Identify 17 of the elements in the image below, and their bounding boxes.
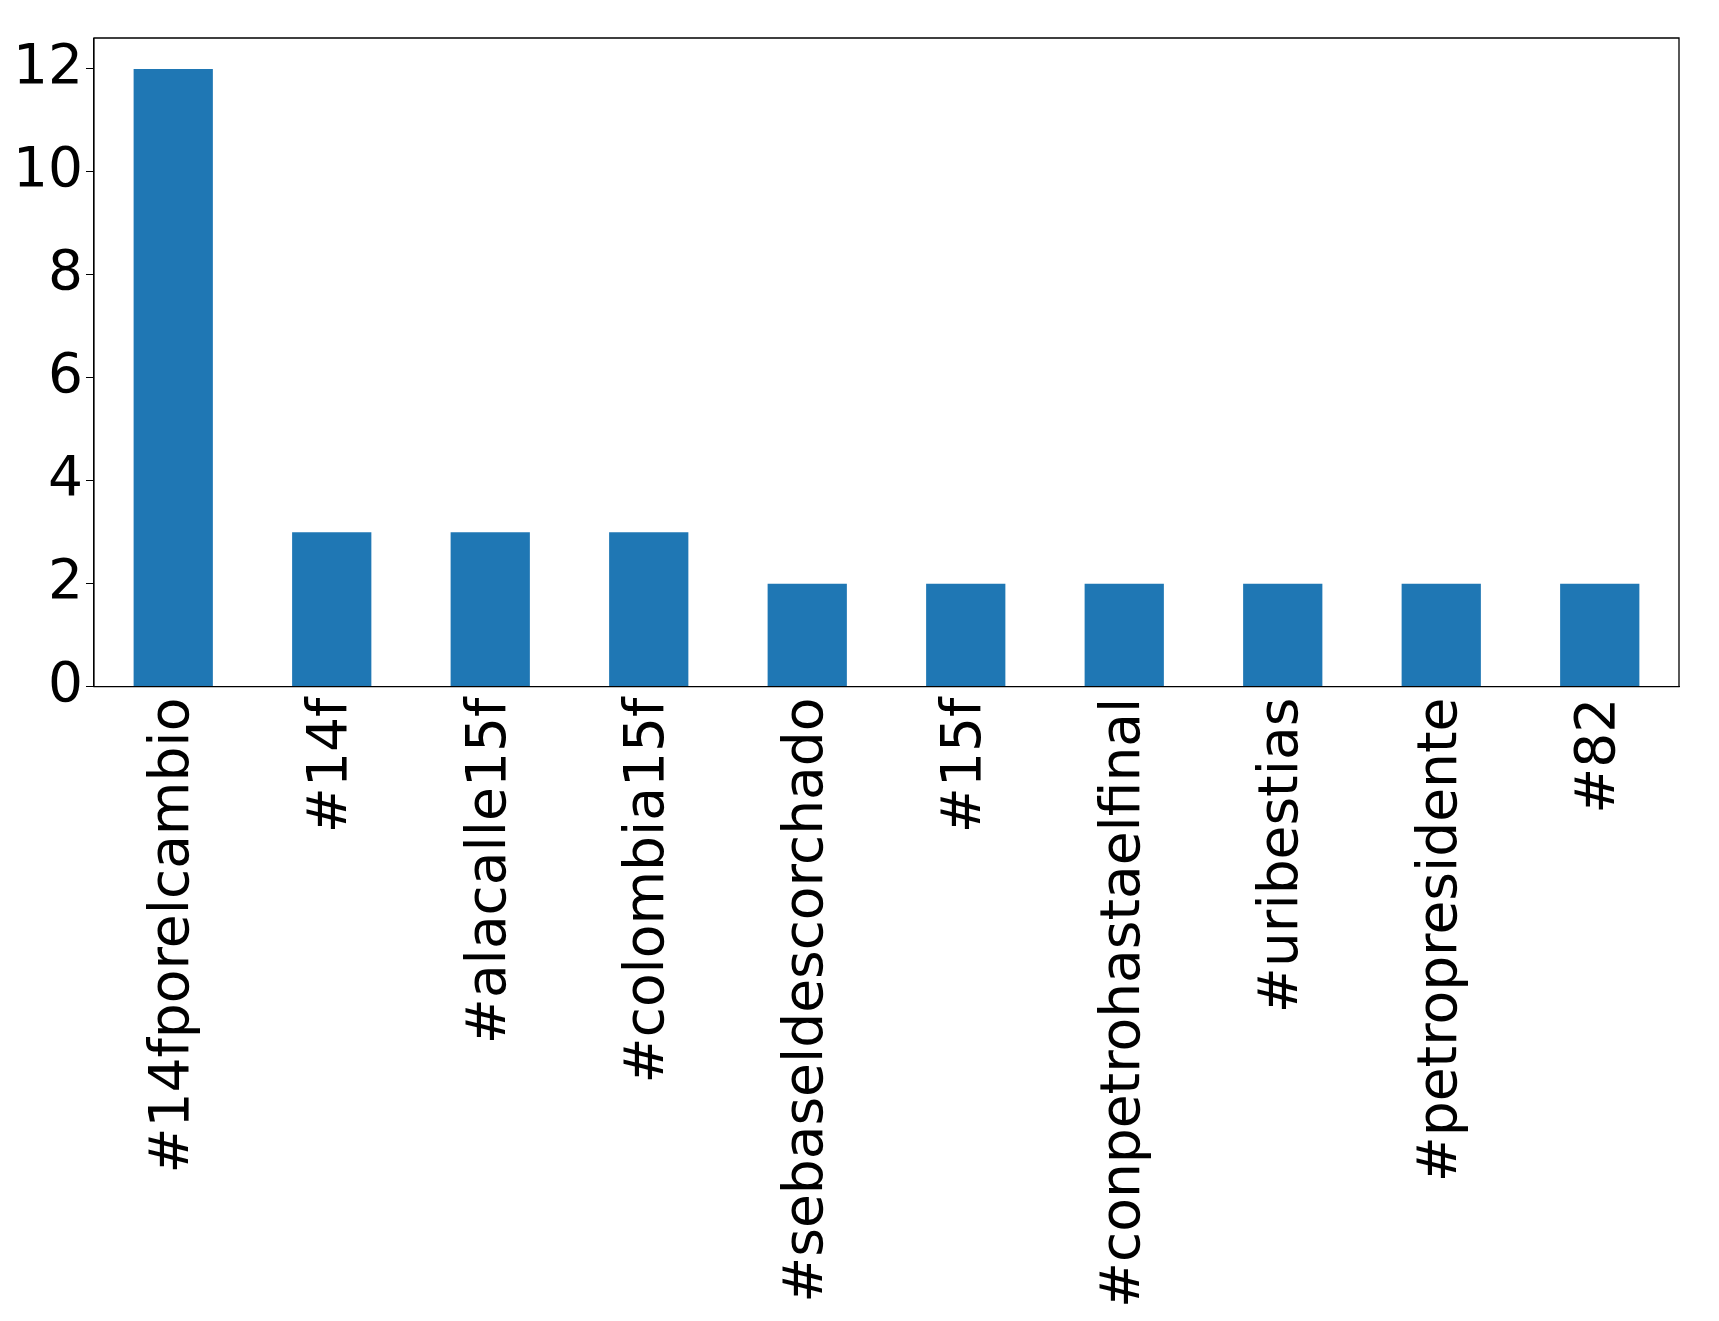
- x-tick-label: #14fporelcambio: [136, 697, 201, 1174]
- x-tick-label: #14f: [295, 696, 360, 834]
- x-tick-label: #alacalle15f: [453, 696, 518, 1045]
- x-tick-label: #uribestias: [1246, 697, 1311, 1014]
- y-tick-label: 6: [47, 341, 83, 406]
- x-tick-label: #colombia15f: [612, 696, 677, 1084]
- y-tick-label: 4: [47, 444, 83, 509]
- x-tick-label: #conpetrohastaelfinal: [1087, 697, 1152, 1309]
- y-tick-label: 8: [47, 238, 83, 303]
- y-tick-label: 12: [12, 32, 83, 97]
- x-tick-label: #15f: [929, 696, 994, 834]
- y-tick-label: 10: [12, 135, 83, 200]
- y-tick-label: 2: [47, 547, 83, 612]
- y-tick-label: 0: [47, 649, 83, 714]
- x-tick-label: #petropresidente: [1404, 697, 1469, 1183]
- x-tick-label: #sebaseldescorchado: [770, 697, 835, 1303]
- x-tick-label: #82: [1563, 697, 1628, 814]
